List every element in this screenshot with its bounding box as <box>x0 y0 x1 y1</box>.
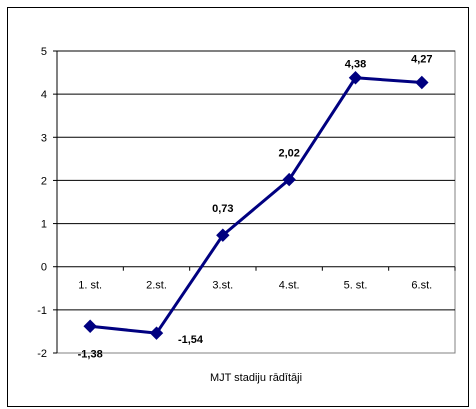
x-tick-label: 3.st. <box>212 280 233 292</box>
data-label: 4,38 <box>345 59 366 71</box>
x-tick-label: 4.st. <box>279 280 300 292</box>
data-label: -1,54 <box>178 334 204 346</box>
y-tick-label: 5 <box>41 46 47 58</box>
data-labels: -1,38 -1,54 0,73 2,02 4,38 4,27 <box>78 53 433 360</box>
x-axis-ticks: 1. st. 2.st. 3.st. 4.st. 5. st. 6.st. <box>56 266 456 292</box>
x-tick-label: 2.st. <box>146 280 167 292</box>
y-tick-label: 3 <box>41 132 47 144</box>
x-axis-title: MJT stadiju rādītāji <box>210 372 302 384</box>
series-line <box>90 76 422 335</box>
data-label: 2,02 <box>278 148 299 160</box>
x-tick-label: 6.st. <box>411 280 432 292</box>
data-point-marker <box>348 71 363 85</box>
gridlines <box>57 50 455 311</box>
data-point-marker <box>83 319 97 333</box>
y-tick-label: -2 <box>37 348 47 360</box>
series-layer <box>83 71 429 340</box>
y-axis-ticks: 5 4 3 2 1 0 -1 -2 <box>37 46 58 360</box>
data-point-marker <box>216 228 230 242</box>
y-tick-label: 1 <box>41 219 47 231</box>
data-label: 4,27 <box>411 53 432 65</box>
x-tick-label: 1. st. <box>78 280 102 292</box>
data-label: -1,38 <box>78 348 103 360</box>
y-tick-label: -1 <box>37 305 47 317</box>
data-point-marker <box>149 326 164 340</box>
x-tick-label: 5. st. <box>344 280 368 292</box>
y-tick-label: 4 <box>41 89 47 101</box>
y-tick-label: 0 <box>41 262 47 274</box>
data-label: 0,73 <box>212 203 233 215</box>
plot-area <box>56 50 456 354</box>
data-point-marker <box>282 172 296 187</box>
data-point-marker <box>415 75 429 90</box>
y-tick-label: 2 <box>41 175 47 187</box>
